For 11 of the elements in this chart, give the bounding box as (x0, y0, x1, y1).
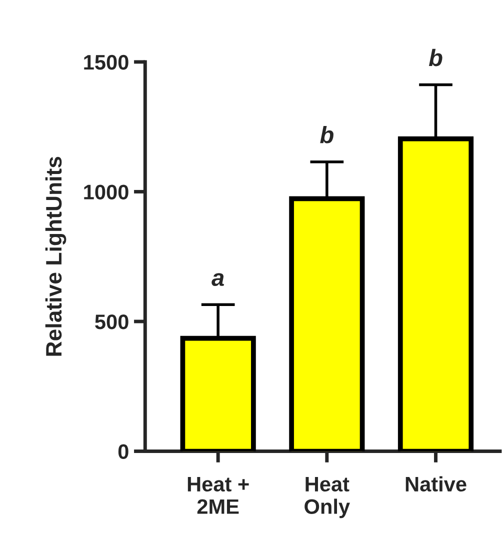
y-tick-label: 1500 (84, 54, 128, 70)
y-tick-label: 1000 (84, 184, 128, 200)
x-tick-label: Heat + 2ME (188, 477, 249, 514)
y-tick-label: 500 (95, 314, 128, 330)
y-tick-label: 0 (118, 444, 128, 459)
annotation: b (428, 48, 442, 66)
annotation: b (320, 126, 334, 144)
y-axis-title: Relative LightUnits (45, 156, 66, 356)
x-tick-label: Heat Only (304, 477, 350, 518)
annotation: a (212, 273, 224, 286)
x-tick-label: Native (406, 476, 466, 492)
